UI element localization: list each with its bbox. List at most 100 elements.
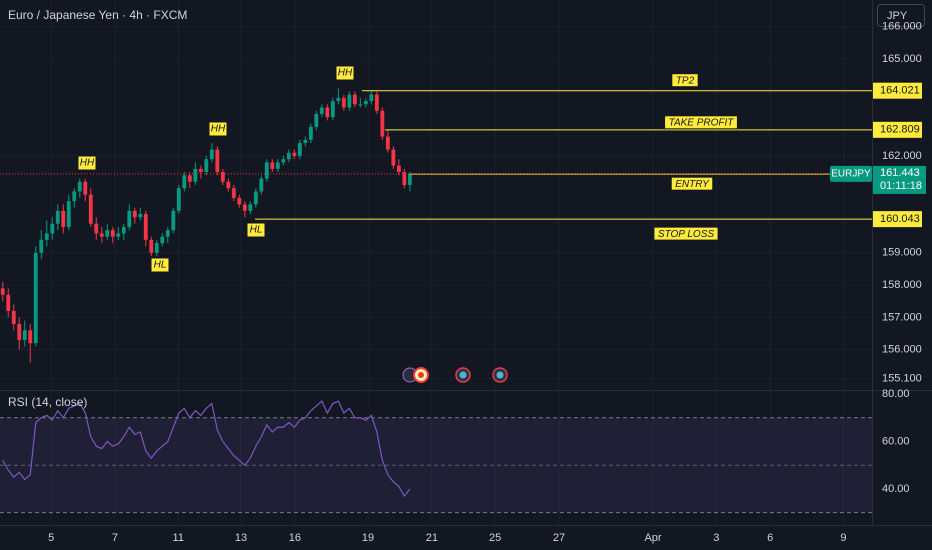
candle-body: [11, 310, 16, 324]
x-tick-label: 3: [713, 532, 719, 544]
candle-body: [88, 194, 93, 224]
annotation-label: HH: [211, 124, 226, 135]
candle-body: [50, 223, 55, 234]
candle-body: [347, 94, 352, 108]
x-tick-label: 25: [489, 532, 501, 544]
candle-body: [154, 243, 159, 253]
candle-body: [292, 152, 297, 156]
candle-body: [374, 94, 379, 111]
candle-body: [28, 330, 33, 344]
candle-body: [242, 204, 247, 211]
candle-body: [182, 175, 187, 189]
rsi-line: [2, 400, 411, 498]
candle-body: [105, 230, 110, 237]
symbol-label: EURJPY: [831, 169, 871, 180]
rsi-tick-label: 40.00: [882, 483, 910, 495]
level-label: STOP LOSS: [658, 229, 714, 240]
candle-body: [22, 330, 27, 340]
level-label-box: [653, 226, 719, 241]
event-icon-dot: [418, 372, 424, 378]
x-tick-label: 19: [362, 532, 374, 544]
y-tick-label: 155.100: [882, 373, 922, 385]
level-label-box: [671, 73, 699, 88]
annotation-box: [77, 155, 97, 171]
last-price-label: 161.443: [880, 167, 920, 179]
candle-body: [336, 97, 341, 102]
candle-body: [220, 172, 225, 182]
y-tick-label: 166.000: [882, 21, 922, 33]
candle-body: [308, 126, 313, 140]
y-tick-label: 162.000: [882, 150, 922, 162]
candle-body: [286, 152, 291, 160]
candle-body: [132, 210, 137, 218]
candle-body: [391, 149, 396, 166]
candle-body: [176, 188, 181, 211]
candle-body: [303, 139, 308, 144]
rsi-pane: [0, 400, 872, 514]
candle-body: [363, 101, 368, 105]
countdown-label: 01:11:18: [880, 180, 922, 192]
x-tick-label: 27: [553, 532, 565, 544]
annotation-box: [335, 65, 355, 81]
candle-body: [314, 113, 319, 127]
candle-body: [143, 214, 148, 240]
candle-body: [193, 168, 198, 182]
annotation-label: HH: [338, 68, 353, 79]
candle-body: [297, 143, 302, 156]
candle-body: [44, 233, 49, 240]
candle-body: [275, 162, 280, 169]
candle-body: [198, 168, 203, 173]
currency-button[interactable]: [877, 4, 925, 27]
candle-body: [341, 97, 346, 108]
x-tick-label: 16: [289, 532, 301, 544]
x-tick-label: 9: [840, 532, 846, 544]
candle-body: [72, 191, 77, 202]
rsi-tick-label: 60.00: [882, 435, 910, 447]
level-price-box: [873, 82, 922, 99]
candle-body: [39, 239, 44, 253]
candle-body: [165, 230, 170, 237]
candle-body: [0, 288, 5, 295]
candle-body: [352, 94, 357, 105]
x-tick-label: Apr: [644, 532, 661, 544]
level-price-box: [873, 121, 922, 138]
candle-body: [160, 236, 165, 244]
candle-body: [83, 181, 88, 195]
candle-body: [94, 223, 99, 234]
level-label: TAKE PROFIT: [669, 117, 735, 128]
candle-body: [358, 104, 363, 106]
symbol-box: [830, 165, 872, 182]
candle-body: [127, 210, 132, 227]
price-pane: [0, 88, 412, 363]
annotation-label: HL: [250, 225, 263, 236]
candle-body: [215, 149, 220, 173]
currency-label[interactable]: JPY: [887, 10, 908, 22]
level-price: 162.809: [880, 124, 920, 136]
candle-body: [319, 107, 324, 114]
x-tick-label: 7: [112, 532, 118, 544]
x-tick-label: 6: [767, 532, 773, 544]
annotation-box: [150, 257, 170, 273]
candle-body: [17, 323, 22, 340]
event-icon-dot: [459, 371, 467, 379]
x-tick-label: 13: [235, 532, 247, 544]
y-tick-label: 156.000: [882, 344, 922, 356]
candle-body: [77, 181, 82, 192]
y-tick-label: 165.000: [882, 53, 922, 65]
level-price: 164.021: [880, 85, 920, 97]
candle-body: [204, 159, 209, 173]
candle-body: [55, 210, 60, 224]
candle-body: [325, 107, 330, 118]
candle-body: [110, 230, 115, 237]
candle-body: [396, 165, 401, 173]
event-icon-dot: [496, 371, 504, 379]
level-price-box: [873, 211, 922, 228]
rsi-tick-label: 80.00: [882, 388, 910, 400]
chart-title: Euro / Japanese Yen · 4h · FXCM: [8, 8, 187, 22]
candle-body: [149, 239, 154, 253]
x-tick-label: 11: [173, 532, 184, 544]
candle-body: [237, 197, 242, 205]
annotation-box: [246, 222, 266, 238]
